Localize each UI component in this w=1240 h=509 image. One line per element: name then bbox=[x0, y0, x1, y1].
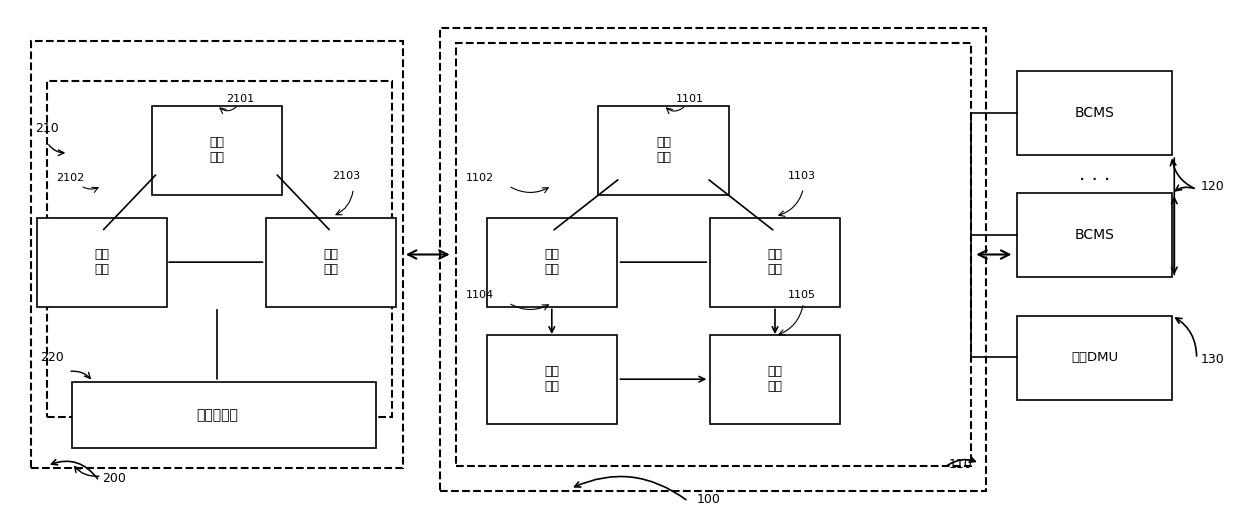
FancyBboxPatch shape bbox=[37, 218, 166, 306]
Text: BCMS: BCMS bbox=[1075, 228, 1115, 242]
Text: 云端服务器: 云端服务器 bbox=[196, 408, 238, 422]
Text: 传输
模块: 传输 模块 bbox=[656, 136, 671, 164]
FancyBboxPatch shape bbox=[709, 218, 841, 306]
FancyBboxPatch shape bbox=[709, 335, 841, 423]
Text: 存储
模块: 存储 模块 bbox=[544, 248, 559, 276]
Text: 2102: 2102 bbox=[56, 173, 84, 183]
FancyBboxPatch shape bbox=[151, 106, 281, 195]
FancyBboxPatch shape bbox=[1017, 193, 1172, 277]
Text: 1105: 1105 bbox=[787, 290, 816, 300]
Text: 校验
模块: 校验 模块 bbox=[544, 365, 559, 393]
Text: 1102: 1102 bbox=[466, 173, 495, 183]
Text: BCMS: BCMS bbox=[1075, 106, 1115, 120]
FancyBboxPatch shape bbox=[599, 106, 729, 195]
Text: 1101: 1101 bbox=[676, 94, 704, 104]
Text: 处理
模块: 处理 模块 bbox=[768, 248, 782, 276]
Text: 反馈
模块: 反馈 模块 bbox=[768, 365, 782, 393]
FancyBboxPatch shape bbox=[1017, 71, 1172, 155]
FancyBboxPatch shape bbox=[486, 218, 618, 306]
Text: 1103: 1103 bbox=[787, 171, 816, 181]
Text: 100: 100 bbox=[697, 493, 720, 506]
FancyBboxPatch shape bbox=[486, 335, 618, 423]
Text: 220: 220 bbox=[40, 351, 63, 364]
Text: 120: 120 bbox=[1200, 180, 1224, 193]
Text: 210: 210 bbox=[35, 122, 58, 135]
FancyBboxPatch shape bbox=[72, 382, 376, 448]
Text: · · ·: · · · bbox=[1079, 171, 1111, 190]
Text: 200: 200 bbox=[102, 471, 125, 485]
Text: 2103: 2103 bbox=[332, 171, 361, 181]
Text: 2101: 2101 bbox=[226, 94, 254, 104]
Text: 130: 130 bbox=[1200, 353, 1224, 366]
Text: 服务
模块: 服务 模块 bbox=[324, 248, 339, 276]
Text: 110: 110 bbox=[949, 458, 972, 471]
FancyBboxPatch shape bbox=[1017, 316, 1172, 400]
Text: 1104: 1104 bbox=[466, 290, 495, 300]
FancyBboxPatch shape bbox=[267, 218, 397, 306]
Text: 生成
模块: 生成 模块 bbox=[94, 248, 109, 276]
Text: 交互
模块: 交互 模块 bbox=[210, 136, 224, 164]
Text: 母线DMU: 母线DMU bbox=[1071, 351, 1118, 364]
